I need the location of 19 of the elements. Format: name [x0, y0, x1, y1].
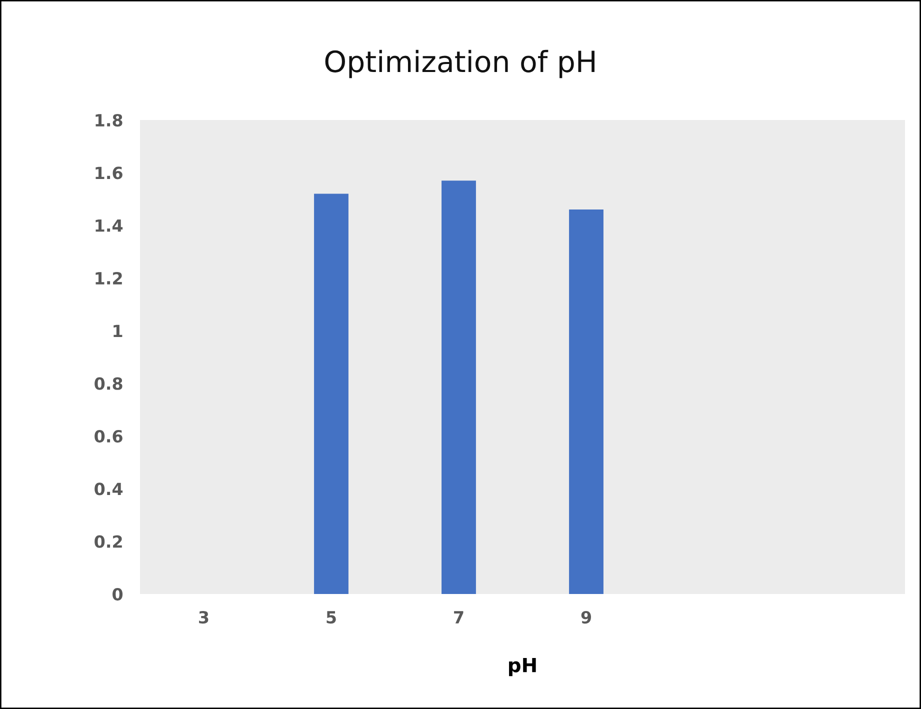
- y-tick-label: 0.2: [94, 535, 122, 548]
- y-tick-label: 1.6: [96, 166, 122, 180]
- x-tick-label: 9: [581, 610, 591, 624]
- y-tick-label: 1.8: [96, 114, 122, 127]
- bar: [442, 180, 476, 594]
- x-axis-title: pH: [509, 658, 536, 676]
- y-tick-label: 0.6: [94, 430, 122, 443]
- x-tick-label: 3: [199, 610, 208, 624]
- chart-title: Optimization of pH: [325, 50, 594, 78]
- y-tick-label: 1.4: [96, 220, 123, 232]
- y-tick-label: 0: [112, 588, 123, 601]
- bar: [314, 194, 348, 594]
- bar: [569, 210, 604, 594]
- y-tick-label: 1.2: [96, 272, 122, 284]
- y-tick-label: 0.8: [94, 377, 122, 390]
- x-tick-label: 7: [454, 611, 464, 624]
- y-tick-label: 0.4: [94, 482, 123, 496]
- y-tick-label: 1: [114, 324, 122, 337]
- x-tick-label: 5: [326, 611, 336, 624]
